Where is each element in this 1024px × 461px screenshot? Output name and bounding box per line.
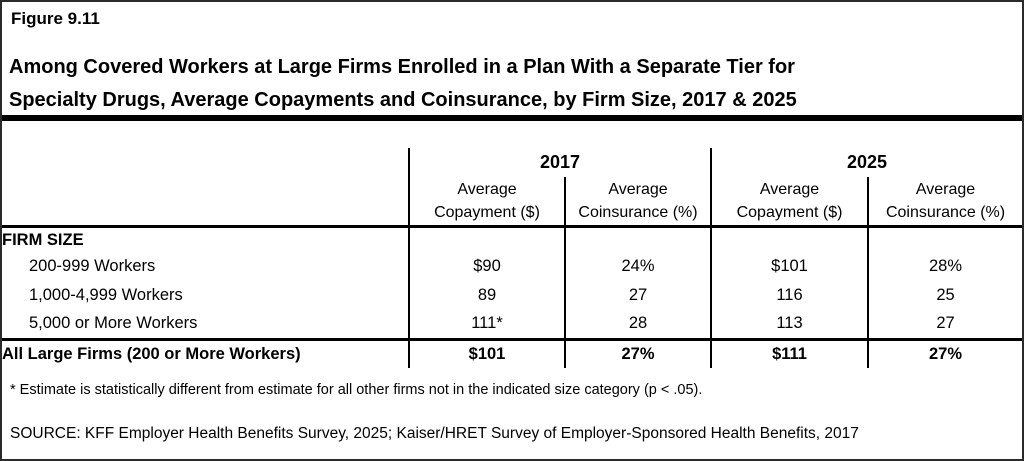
source-line: SOURCE: KFF Employer Health Benefits Sur… (10, 425, 859, 442)
subheader-spacer (2, 177, 410, 226)
section-header-row: FIRM SIZE (2, 224, 1022, 252)
subheader-2025-copayment: Average Copayment ($) (711, 177, 870, 226)
cell-2017-coinsurance: 27% (565, 337, 713, 368)
copay-coinsurance-table: 2017 2025 Average Copayment ($) Average … (2, 148, 1022, 368)
subheader-coinsurance-label: Coinsurance (%) (885, 203, 1006, 221)
empty-cell (868, 224, 1022, 252)
cell-2025-copayment: 116 (711, 281, 870, 310)
cell-2017-coinsurance: 27 (565, 281, 713, 310)
cell-2025-coinsurance: 27 (936, 314, 955, 333)
cell-2017-coinsurance: 28 (565, 310, 713, 339)
year-header-row: 2017 2025 (2, 148, 1022, 177)
cell-2025-copayment: $101 (711, 252, 870, 281)
subheader-2025-coinsurance: Average Coinsurance (%) (868, 177, 1022, 226)
year-header-spacer (2, 148, 410, 177)
subheader-coinsurance-label: Coinsurance (%) (578, 203, 698, 221)
cell-2017-copayment: 89 (409, 281, 566, 310)
year-header-2025: 2025 (847, 152, 888, 172)
cell-2017-copayment: $101 (409, 337, 566, 368)
row-label: 5,000 or More Workers (2, 310, 410, 339)
figure-title-line-1: Among Covered Workers at Large Firms Enr… (9, 56, 795, 78)
title-divider-rule (2, 115, 1022, 121)
subheader-average-label: Average (457, 180, 517, 198)
figure-title-line-2: Specialty Drugs, Average Copayments and … (9, 89, 797, 111)
empty-cell (711, 224, 870, 252)
section-header-firm-size: FIRM SIZE (2, 224, 410, 252)
table-row-all-large-firms: All Large Firms (200 or More Workers) $1… (2, 337, 1022, 368)
row-label: 200-999 Workers (2, 252, 410, 281)
cell-2025-copayment: $111 (711, 337, 870, 368)
table-row-200-999-workers: 200-999 Workers $90 24% $101 28% (2, 252, 1022, 281)
empty-cell (409, 224, 566, 252)
cell-2017-coinsurance: 24% (565, 252, 713, 281)
year-header-2017: 2017 (409, 148, 713, 177)
footnote: * Estimate is statistically different fr… (10, 382, 703, 398)
subheader-average-label: Average (759, 180, 820, 198)
row-label: All Large Firms (200 or More Workers) (2, 337, 410, 368)
cell-2025-coinsurance: 27% (868, 337, 1022, 368)
figure-title: Among Covered Workers at Large Firms Enr… (9, 51, 797, 117)
cell-2025-copayment: 113 (711, 310, 870, 339)
figure-number: Figure 9.11 (11, 9, 100, 28)
subheader-2017-copayment: Average Copayment ($) (409, 177, 566, 226)
subheader-2017-coinsurance: Average Coinsurance (%) (565, 177, 713, 226)
row-label: 1,000-4,999 Workers (2, 281, 410, 310)
subheader-average-label: Average (608, 180, 668, 198)
empty-cell (565, 224, 713, 252)
subheader-copayment-label: Copayment ($) (736, 203, 843, 221)
table-row-1000-4999-workers: 1,000-4,999 Workers 89 27 116 25 (2, 281, 1022, 310)
cell-2017-copayment: 111* (409, 310, 566, 339)
subheader-copayment-label: Copayment ($) (434, 203, 540, 221)
table-row-5000-or-more-workers: 5,000 or More Workers 111* 28 113 27 (2, 310, 1022, 339)
cell-2025-coinsurance: 28% (929, 257, 963, 275)
subheader-average-label: Average (915, 180, 976, 198)
cell-2025-coinsurance: 25 (936, 286, 955, 304)
subheader-row: Average Copayment ($) Average Coinsuranc… (2, 177, 1022, 226)
cell-2017-copayment: $90 (409, 252, 566, 281)
